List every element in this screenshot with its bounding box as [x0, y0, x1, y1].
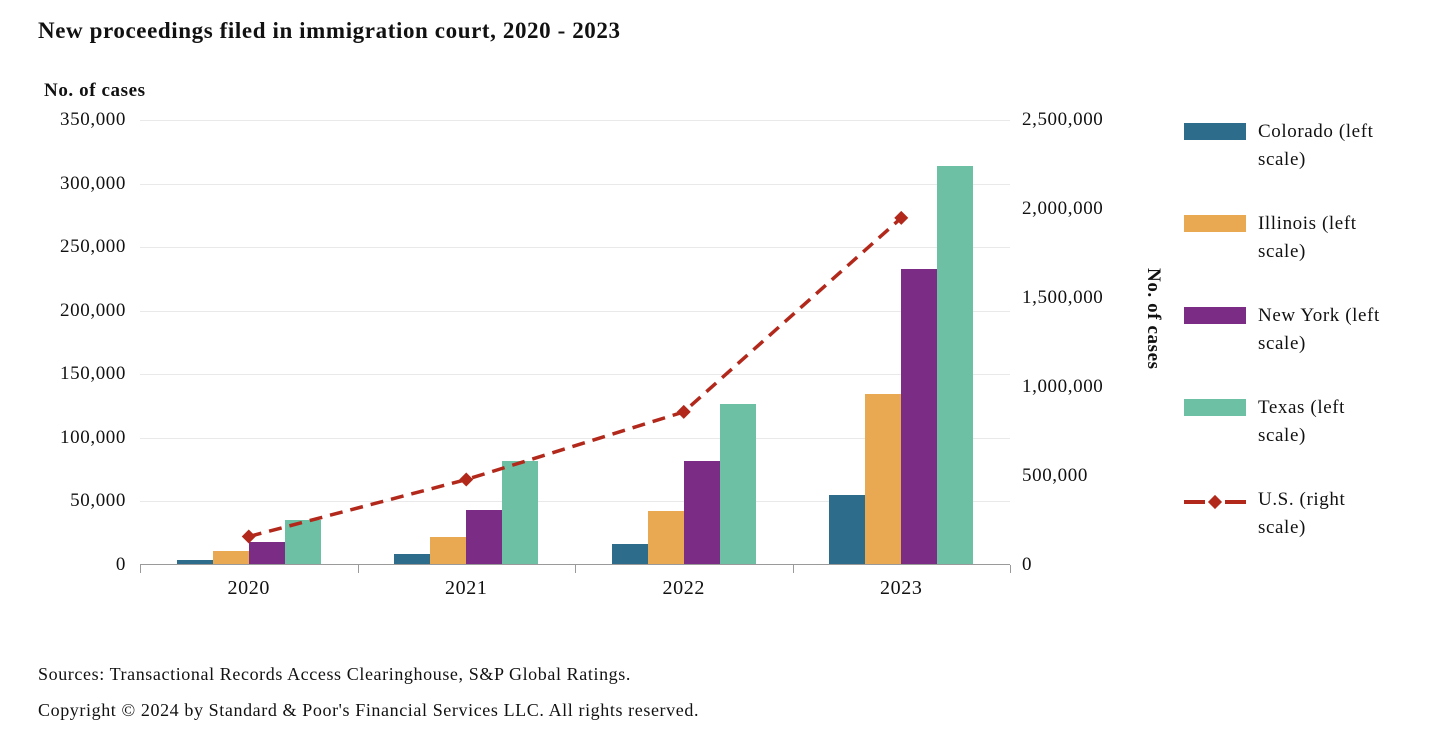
copyright-text: Copyright © 2024 by Standard & Poor's Fi…	[38, 700, 700, 720]
gridline	[140, 183, 1010, 185]
bar-illinois-2020	[212, 551, 249, 564]
dash-segment	[1225, 500, 1246, 504]
illinois-swatch	[1184, 215, 1246, 232]
diamond-marker-icon	[676, 404, 691, 419]
bar-new-2023	[901, 269, 938, 564]
bar-new-2022	[683, 461, 720, 564]
us-dashed-line-swatch	[1184, 494, 1246, 510]
x-axis-tick-mark	[140, 565, 141, 573]
x-axis-tick-mark	[575, 565, 576, 573]
right-axis-tick-label: 2,500,000	[1022, 109, 1104, 130]
chart-title: New proceedings filed in immigration cou…	[38, 18, 621, 43]
bar-illinois-2021	[430, 536, 467, 564]
bar-illinois-2022	[647, 511, 684, 564]
gridline	[140, 310, 1010, 312]
colorado-swatch	[1184, 123, 1246, 140]
left-axis-tick-label: 250,000	[60, 236, 126, 258]
plot-area	[140, 120, 1010, 565]
left-axis-tick-label: 350,000	[60, 109, 126, 130]
diamond-marker-icon	[459, 472, 474, 487]
bar-colorado-2022	[611, 544, 648, 564]
texas-swatch	[1184, 399, 1246, 416]
bar-texas-2022	[719, 403, 756, 564]
bar-colorado-2023	[829, 495, 866, 564]
bar-texas-2021	[502, 461, 539, 564]
bar-illinois-2023	[865, 393, 902, 564]
left-axis-tick-label: 300,000	[60, 172, 126, 194]
x-axis-category-label: 2020	[227, 577, 270, 599]
legend-label-texas: Texas (left scale)	[1258, 397, 1346, 446]
right-axis-tick-label: 1,500,000	[1022, 287, 1104, 308]
left-axis-tick-label: 150,000	[60, 363, 126, 385]
right-axis-tick-label: 500,000	[1022, 465, 1088, 486]
legend-label-illinois: Illinois (left scale)	[1258, 213, 1357, 262]
gridline	[140, 247, 1010, 249]
legend-item-us: U.S. (right scale)	[1184, 486, 1434, 542]
gridline	[140, 120, 1010, 121]
x-axis-tick-mark	[792, 565, 794, 573]
right-axis-tick-label: 1,000,000	[1022, 376, 1104, 397]
right-axis-tick-label: 2,000,000	[1022, 198, 1104, 219]
bar-new-2020	[248, 542, 285, 564]
bar-colorado-2021	[394, 553, 431, 564]
right-axis-tick-label: 0	[1022, 554, 1033, 575]
x-axis-category-label: 2022	[662, 577, 705, 599]
left-axis-tick-label: 200,000	[60, 299, 126, 321]
x-axis-tick-mark	[1010, 565, 1011, 573]
legend-item-texas: Texas (left scale)	[1184, 394, 1434, 450]
right-axis-title: No. of cases	[1143, 268, 1164, 370]
gridline	[140, 374, 1010, 376]
diamond-marker-icon	[1207, 494, 1223, 510]
diamond-marker-icon	[894, 210, 909, 225]
x-axis-line	[140, 564, 1010, 565]
left-axis-tick-label: 100,000	[60, 426, 126, 448]
left-axis-tick-label: 50,000	[70, 490, 126, 512]
legend-item-illinois: Illinois (left scale)	[1184, 210, 1434, 266]
legend: Colorado (left scale) Illinois (left sca…	[1184, 118, 1434, 542]
bar-new-2021	[466, 509, 503, 564]
legend-label-new-york: New York (left scale)	[1258, 305, 1380, 354]
dash-segment	[1184, 500, 1205, 504]
x-axis-category-label: 2023	[880, 577, 923, 599]
x-axis-category-label: 2021	[445, 577, 488, 599]
left-axis-tick-label: 0	[115, 554, 126, 575]
bar-colorado-2020	[176, 560, 213, 564]
new-york-swatch	[1184, 307, 1246, 324]
bar-texas-2020	[284, 519, 321, 564]
legend-item-colorado: Colorado (left scale)	[1184, 118, 1434, 174]
left-axis-title: No. of cases	[44, 80, 146, 101]
sources-text: Sources: Transactional Records Access Cl…	[38, 664, 631, 684]
legend-item-new-york: New York (left scale)	[1184, 302, 1434, 358]
legend-label-us: U.S. (right scale)	[1258, 489, 1346, 538]
legend-label-colorado: Colorado (left scale)	[1258, 121, 1374, 170]
x-axis-tick-mark	[357, 565, 359, 573]
bar-texas-2023	[937, 166, 974, 564]
